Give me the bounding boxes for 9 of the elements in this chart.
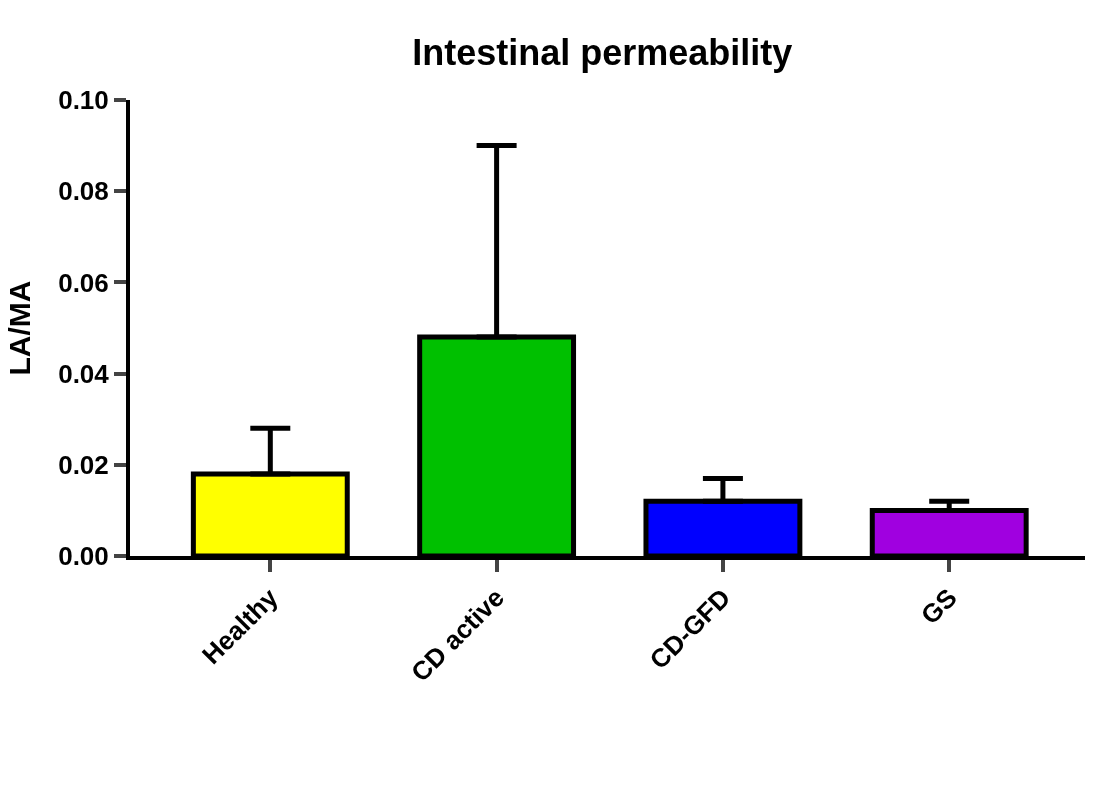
chart-title: Intestinal permeability [412, 31, 793, 73]
y-tick-label: 0.02 [58, 449, 109, 480]
y-tick-label: 0.10 [58, 85, 109, 116]
y-tick-label: 0.00 [58, 541, 109, 572]
x-tick-label: GS [914, 582, 963, 631]
y-tick-label: 0.08 [58, 176, 109, 207]
y-axis-title: LA/MA [2, 280, 36, 376]
y-tick-label: 0.04 [58, 358, 110, 389]
y-tick-label: 0.06 [58, 267, 109, 298]
